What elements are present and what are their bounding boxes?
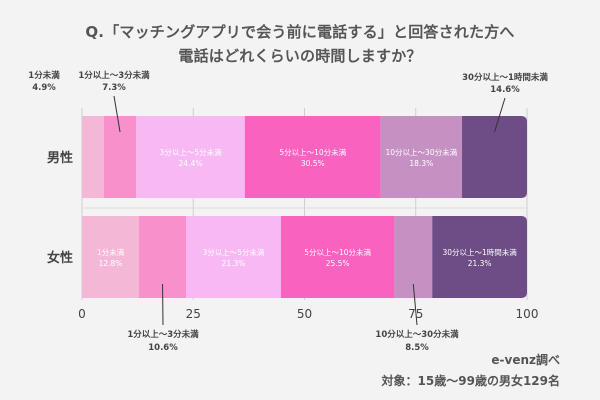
data-label: 14.6% — [490, 85, 520, 95]
bar-segment — [186, 216, 281, 298]
data-label: 30.5% — [301, 159, 325, 168]
category-label: 女性 — [47, 250, 73, 266]
segment-name-label: 1分以上〜3分未満 — [127, 329, 199, 340]
bar-segment — [103, 116, 137, 198]
data-label: 21.3% — [468, 259, 492, 268]
leader-line — [113, 95, 121, 133]
segment-name-label: 10分以上〜30分未満 — [386, 147, 458, 157]
leader-line — [494, 97, 506, 133]
data-label: 25.5% — [326, 259, 350, 268]
segment-name-label: 30分以上〜1時間未満 — [442, 247, 517, 257]
data-label: 12.8% — [99, 259, 123, 268]
survey-target: 対象：15歳〜99歳の男女129名 — [381, 374, 560, 388]
data-label: 7.3% — [102, 83, 126, 93]
segment-name-label: 10分以上〜30分未満 — [375, 329, 459, 340]
data-label: 21.3% — [222, 259, 246, 268]
bar-segment — [244, 116, 381, 198]
x-tick-label: 75 — [408, 307, 423, 321]
data-label: 18.3% — [409, 159, 433, 168]
bar-segment — [462, 116, 527, 198]
segment-name-label: 30分以上〜1時間未満 — [462, 72, 548, 83]
data-label: 4.9% — [32, 83, 56, 93]
x-tick-label: 0 — [78, 307, 86, 321]
x-tick-label: 25 — [186, 307, 201, 321]
x-tick-label: 100 — [516, 307, 539, 321]
bar-segment — [82, 216, 139, 298]
bar-segment — [280, 216, 395, 298]
chart-title-line1: Q.「マッチングアプリで会う前に電話する」と回答された方へ — [85, 23, 515, 41]
leader-line — [412, 283, 418, 326]
segment-name-label: 3分以上〜5分未満 — [160, 147, 223, 157]
data-label: 8.5% — [405, 343, 429, 353]
bar-segment — [380, 116, 463, 198]
segment-name-label: 1分未満 — [97, 247, 125, 257]
segment-name-label: 3分以上〜5分未満 — [202, 247, 265, 257]
segment-name-label: 1分以上〜3分未満 — [78, 70, 150, 81]
chart-title-line2: 電話はどれくらいの時間しますか？ — [178, 47, 422, 65]
source-credit: e-venz調べ — [491, 353, 560, 367]
segment-name-label: 5分以上〜10分未満 — [304, 247, 371, 257]
bar-segment — [432, 216, 527, 298]
segment-name-label: 5分以上〜10分未満 — [279, 147, 346, 157]
bar-segment — [82, 116, 104, 198]
data-label: 10.6% — [148, 343, 178, 353]
x-tick-label: 50 — [297, 307, 312, 321]
bar-segment — [136, 116, 245, 198]
segment-name-label: 1分未満 — [28, 70, 60, 81]
category-label: 男性 — [47, 150, 73, 166]
data-label: 24.4% — [179, 159, 203, 168]
